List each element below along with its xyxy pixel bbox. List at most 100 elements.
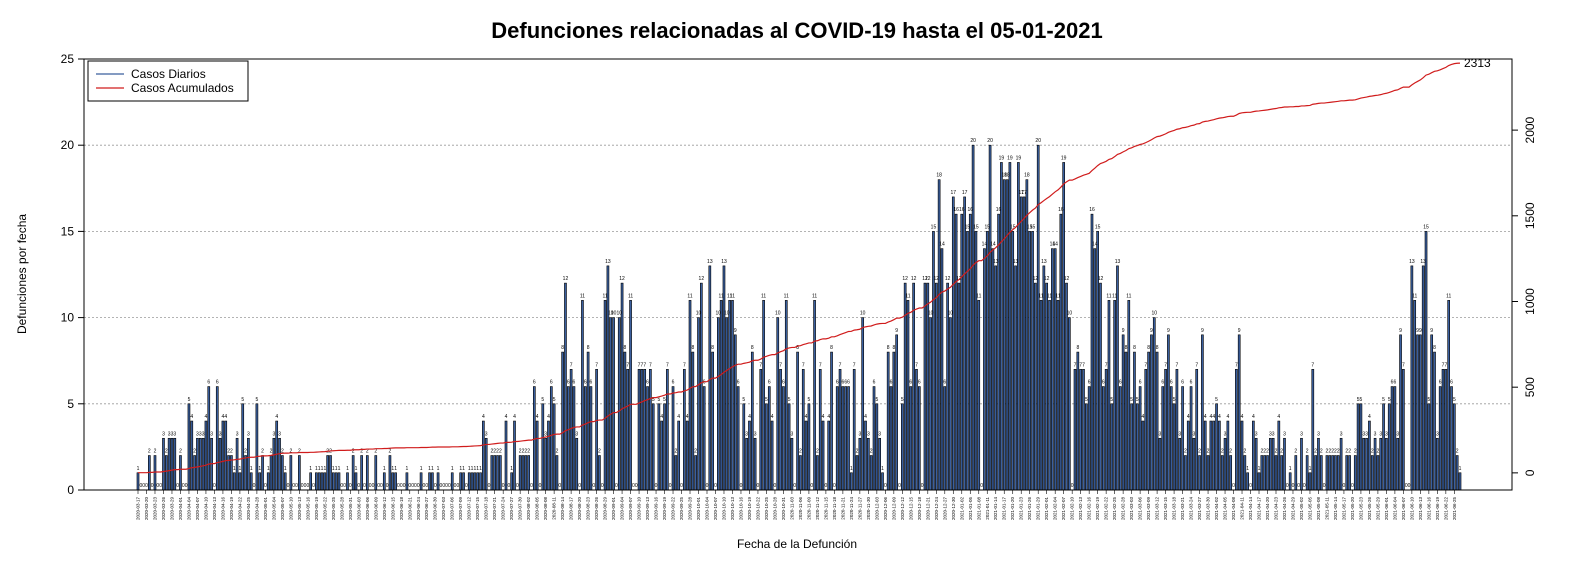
bar-value-label: 7 [643,362,646,368]
bar-value-label: 2 [227,449,230,455]
bar-value-label: 2 [244,449,247,455]
bar-value-label: 3 [1178,431,1181,437]
bar-value-label: 4 [1226,414,1229,420]
y-tick-label: 5 [67,397,74,411]
bar-value-label: 8 [892,345,895,351]
bar-value-label: 0 [454,483,457,489]
bar-value-label: 8 [711,345,714,351]
daily-bar [1356,403,1360,491]
bar-value-label: 11 [602,293,607,299]
x-tick-label: 2021-06-01 [1384,497,1389,521]
daily-bar [623,351,627,491]
daily-bar [1243,455,1247,491]
bar-value-label: 4 [864,414,867,420]
bar-value-label: 1 [428,466,431,472]
x-tick-label: 2020-04-22 [237,497,242,521]
x-tick-label: 2020-07-12 [467,497,472,521]
daily-bar [1254,437,1258,491]
x-tick-label: 2021-01-17 [1002,497,1007,521]
x-tick-label: 2021-05-23 [1358,497,1363,521]
y-tick-label: 25 [61,52,75,66]
daily-bar [1113,300,1116,491]
x-tick-label: 2020-08-05 [535,497,540,521]
daily-bar [762,300,765,491]
x-tick-label: 2020-07-18 [484,497,489,521]
daily-bar [1376,455,1380,491]
bar-value-label: 2 [1221,449,1224,455]
x-tick-label: 2020-09-28 [688,497,693,521]
daily-bar [1382,403,1385,491]
daily-bar [1068,317,1071,491]
x-tick-label: 2020-08-02 [526,497,531,521]
bar-value-label: 8 [796,345,799,351]
x-tick-label: 2020-06-30 [433,497,438,521]
x-tick-label: 2020-05-19 [314,497,319,521]
daily-bar [510,472,513,491]
bar-value-label: 6 [1119,380,1122,386]
daily-bar [954,213,958,491]
daily-bar [889,386,893,491]
x-tick-label: 2020-06-09 [373,497,378,521]
daily-bar [875,403,879,491]
x-tick-label: 2020-07-21 [492,497,497,521]
daily-bar [1118,386,1122,491]
daily-bar [1274,455,1278,491]
bar-value-label: 2 [496,449,499,455]
x-tick-label: 2020-07-15 [475,497,480,521]
daily-bar [1260,455,1264,491]
legend-box [87,60,249,102]
bar-value-label: 0 [417,483,420,489]
bar-value-label: 2 [230,449,233,455]
y-tick-label: 20 [61,138,75,152]
bar-value-label: 4 [482,414,485,420]
bar-value-label: 7 [1195,362,1198,368]
x-tick-label: 2020-11-12 [815,497,820,520]
daily-bar [1336,455,1340,491]
bar-value-label: 12 [922,276,928,282]
bar-value-label: 19 [1061,155,1067,161]
bar-value-label: 5 [901,397,904,403]
bar-value-label: 13 [993,259,999,265]
bar-value-label: 4 [224,414,227,420]
bar-value-label: 3 [171,431,174,437]
x-tick-label: 2021-05-20 [1350,497,1355,521]
bar-value-label: 0 [264,483,267,489]
daily-bar [258,472,262,491]
bar-value-label: 2 [1320,449,1323,455]
x-tick-label: 2021-03-15 [1163,497,1168,521]
daily-bar [997,213,1000,491]
daily-bar [518,455,522,491]
bar-value-label: 3 [278,431,281,437]
bar-value-label: 0 [1297,483,1300,489]
bar-value-label: 0 [1351,483,1354,489]
daily-bar [524,455,528,491]
daily-bar [1110,403,1114,491]
daily-bar [957,282,961,491]
x-tick-label: 2020-06-12 [382,497,387,521]
daily-bar [1056,300,1060,491]
daily-bar [1152,317,1156,491]
x-tick-label: 2020-03-23 [152,497,157,521]
bar-value-label: 5 [875,397,878,403]
bar-value-label: 3 [236,431,239,437]
x-tick-label: 2020-03-20 [144,497,149,521]
bar-value-label: 12 [619,276,625,282]
bar-value-label: 2 [519,449,522,455]
daily-bar [476,472,480,491]
daily-bar [770,420,774,491]
daily-bar [666,369,669,491]
daily-bar [1076,351,1080,491]
bar-value-label: 6 [841,380,844,386]
bar-value-label: 16 [1089,207,1095,213]
bar-value-label: 0 [1408,483,1411,489]
x-tick-label: 2020-09-25 [679,497,684,521]
bar-value-label: 0 [465,483,468,489]
daily-bar [688,300,692,491]
bar-value-label: 2 [1260,449,1263,455]
bar-value-label: 11 [1055,293,1060,299]
daily-bar [266,472,270,491]
bar-value-label: 6 [1102,380,1105,386]
daily-bar [643,369,647,491]
daily-bar [1079,369,1082,491]
daily-bar [844,386,848,491]
